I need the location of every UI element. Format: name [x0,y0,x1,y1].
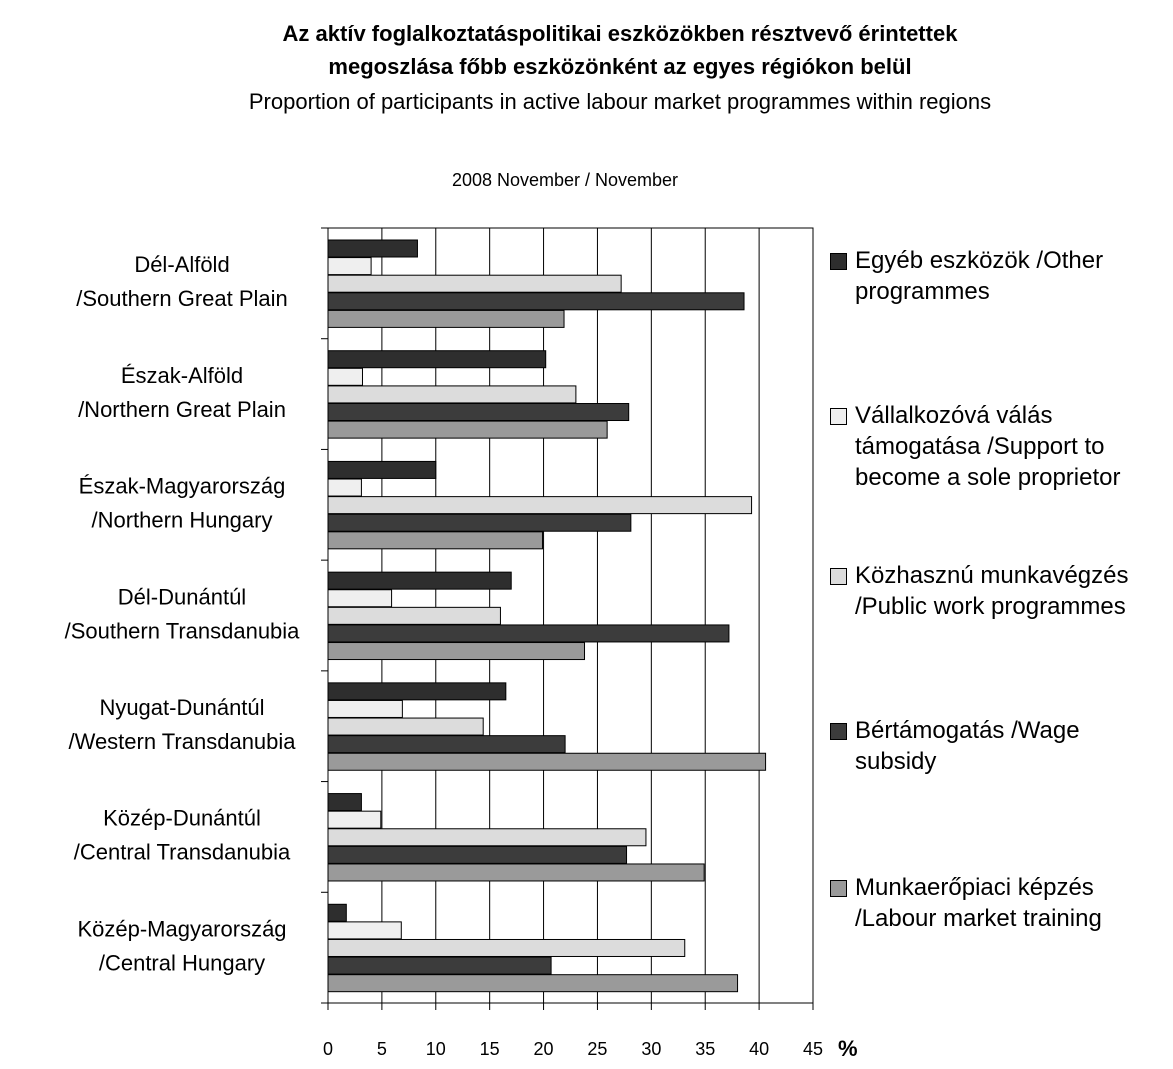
bar [327,367,363,386]
x-tick-label: 35 [695,1039,715,1059]
bar [327,239,418,258]
y-tick-label: /Central Transdanubia [74,840,291,865]
x-axis-label: % [838,1036,858,1061]
x-tick-label: 0 [323,1039,333,1059]
y-tick-label: /Northern Great Plain [78,397,286,422]
legend-swatch [830,253,847,270]
bar [327,717,484,736]
chart-subtitle: Proportion of participants in active lab… [249,89,991,114]
bar [327,589,393,608]
y-tick-label: Észak-Alföld [121,363,243,388]
bar [327,624,730,643]
bar [327,478,362,497]
bar [327,350,547,369]
bar [327,274,622,293]
bar [327,956,552,975]
bar [327,460,437,479]
legend-label: Vállalkozóvá válás támogatása /Support t… [855,402,1121,491]
x-tick-label: 40 [749,1039,769,1059]
legend-label: Közhasznú munkavégzés /Public work progr… [855,562,1129,620]
legend-item: Egyéb eszközök /Other programmes [830,245,1165,307]
chart-title: megoszlása főbb eszközönként az egyes ré… [328,54,911,79]
bar [327,735,566,754]
bar [327,938,686,957]
bar [327,845,628,864]
x-tick-label: 15 [480,1039,500,1059]
x-tick-label: 45 [803,1039,823,1059]
y-tick-label: /Northern Hungary [92,508,273,533]
legend-label: Egyéb eszközök /Other programmes [855,247,1104,305]
chart-title: Az aktív foglalkoztatáspolitikai eszközö… [283,21,959,46]
bar [327,571,512,590]
bar [327,642,586,661]
bar [327,974,739,993]
bar [327,257,372,276]
bar [327,292,745,311]
bar [327,810,382,829]
plot-area [327,227,814,1004]
bar [327,531,543,550]
x-tick-label: 20 [534,1039,554,1059]
y-tick-label: Közép-Dunántúl [103,806,261,831]
legend-item: Közhasznú munkavégzés /Public work progr… [830,560,1165,622]
bar [327,420,608,439]
legend-swatch [830,880,847,897]
legend-item: Munkaerőpiaci képzés /Labour market trai… [830,872,1165,934]
bar [327,403,630,422]
y-tick-label: Dél-Dunántúl [118,584,246,609]
bar [327,513,632,532]
annotation: 2008 November / November [452,170,678,190]
y-tick-label: /Southern Transdanubia [65,618,301,643]
y-tick-label: /Southern Great Plain [76,286,288,311]
bar [327,682,507,701]
bar [327,385,577,404]
legend-item: Bértámogatás /Wage subsidy [830,715,1165,777]
legend-swatch [830,723,847,740]
bar [327,699,403,718]
legend-swatch [830,568,847,585]
bar [327,496,753,515]
legend-swatch [830,408,847,425]
y-tick-label: /Western Transdanubia [68,729,296,754]
bar [327,606,501,625]
x-tick-label: 5 [377,1039,387,1059]
bar [327,903,347,922]
bar [327,752,767,771]
y-tick-label: Észak-Magyarország [79,474,286,499]
x-tick-label: 25 [587,1039,607,1059]
y-tick-label: Dél-Alföld [134,252,229,277]
y-tick-label: /Central Hungary [99,950,265,975]
y-tick-label: Közép-Magyarország [77,916,286,941]
bar [327,863,705,882]
x-tick-label: 10 [426,1039,446,1059]
bar [327,828,647,847]
y-tick-label: Nyugat-Dunántúl [99,695,264,720]
legend-label: Bértámogatás /Wage subsidy [855,717,1080,775]
x-tick-label: 30 [641,1039,661,1059]
legend-item: Vállalkozóvá válás támogatása /Support t… [830,400,1165,493]
bar [327,309,565,328]
legend-label: Munkaerőpiaci képzés /Labour market trai… [855,874,1102,932]
bar [327,793,362,812]
bar [327,921,402,940]
